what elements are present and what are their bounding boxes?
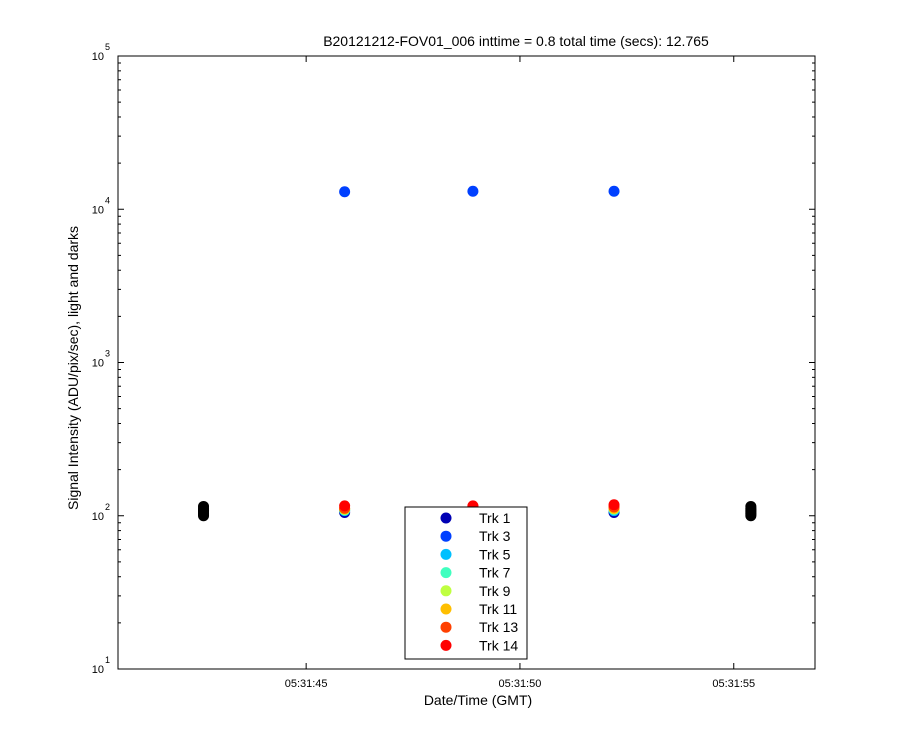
legend-label-trk-3: Trk 3 bbox=[479, 528, 511, 544]
point-trk-3 bbox=[467, 185, 479, 197]
dark-point bbox=[198, 500, 210, 512]
y-tick-exponent: 5 bbox=[105, 42, 110, 52]
legend-marker-trk-13 bbox=[440, 621, 452, 633]
legend-box bbox=[404, 506, 528, 660]
x-tick-label: 05:31:45 bbox=[285, 678, 328, 690]
legend-marker-trk-14 bbox=[440, 639, 452, 651]
x-axis-title: Date/Time (GMT) bbox=[424, 692, 532, 708]
legend-label-trk-13: Trk 13 bbox=[479, 619, 518, 635]
legend-marker-trk-9 bbox=[440, 585, 452, 597]
y-tick-label: 10 bbox=[92, 204, 104, 216]
y-tick-exponent: 2 bbox=[105, 502, 110, 512]
y-tick-label: 10 bbox=[92, 358, 104, 370]
legend-label-trk-1: Trk 1 bbox=[479, 510, 511, 526]
y-axis-title: Signal Intensity (ADU/pix/sec), light an… bbox=[65, 226, 81, 510]
legend-label-trk-9: Trk 9 bbox=[479, 583, 511, 599]
x-tick-label: 05:31:50 bbox=[499, 678, 542, 690]
legend-marker-trk-3 bbox=[440, 530, 452, 542]
legend-marker-trk-5 bbox=[440, 548, 452, 560]
legend-label-trk-5: Trk 5 bbox=[479, 546, 511, 562]
legend-label-trk-14: Trk 14 bbox=[479, 637, 518, 653]
legend-marker-trk-11 bbox=[440, 603, 452, 615]
legend-marker-trk-1 bbox=[440, 512, 452, 524]
chart-title: B20121212-FOV01_006 inttime = 0.8 total … bbox=[323, 33, 709, 49]
y-tick-exponent: 4 bbox=[105, 195, 110, 205]
legend-label-trk-7: Trk 7 bbox=[479, 565, 511, 581]
y-tick-exponent: 1 bbox=[105, 655, 110, 665]
y-tick-exponent: 3 bbox=[105, 349, 110, 359]
y-tick-label: 10 bbox=[92, 511, 104, 523]
legend-marker-trk-7 bbox=[440, 567, 452, 579]
legend-label-trk-11: Trk 11 bbox=[479, 601, 517, 617]
x-axis-ticks: 05:31:45 05:31:50 05:31:55 bbox=[285, 56, 755, 690]
point-trk-14 bbox=[608, 499, 620, 511]
point-trk-14 bbox=[339, 500, 351, 512]
x-tick-label: 05:31:55 bbox=[712, 678, 755, 690]
y-tick-label: 10 bbox=[92, 51, 104, 63]
legend: Trk 1 Trk 3 Trk 5 Trk 7 Trk 9 Trk 11 Trk 13 Trk… bbox=[404, 506, 528, 660]
point-trk-3 bbox=[608, 185, 620, 197]
y-tick-label: 10 bbox=[92, 664, 104, 676]
point-trk-3 bbox=[339, 186, 351, 198]
dark-point bbox=[745, 500, 757, 512]
